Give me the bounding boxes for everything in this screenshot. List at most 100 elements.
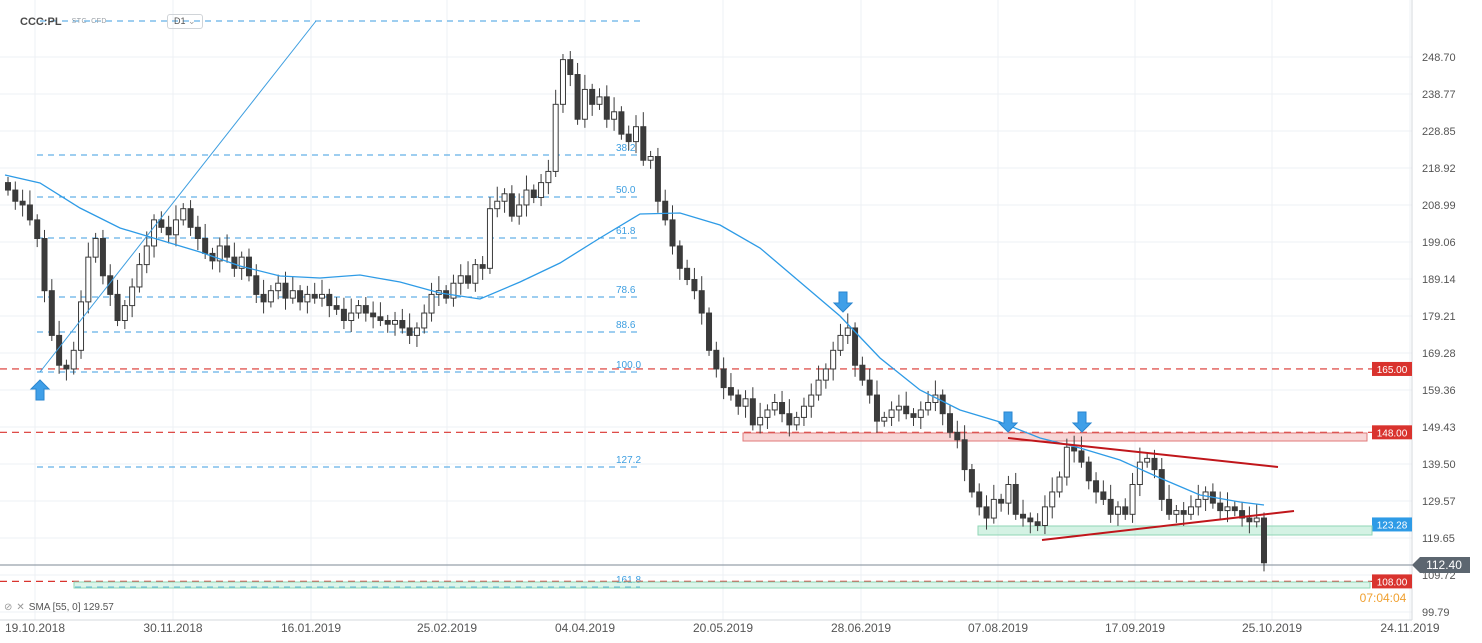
candle-body: [362, 305, 369, 314]
candle-body: [552, 103, 559, 172]
candle-body: [253, 275, 260, 295]
level-price-tag: [1372, 425, 1412, 440]
candle-body: [136, 264, 143, 288]
candle-body: [1239, 510, 1246, 519]
fib-label: 78.6: [616, 285, 636, 296]
candle-body: [1253, 517, 1260, 523]
candle-body: [202, 238, 209, 254]
candle-body: [596, 96, 603, 105]
timeframe-dropdown[interactable]: D1 ⌄: [166, 14, 203, 29]
candle-body: [508, 193, 515, 217]
x-tick-label: 25.10.2019: [1242, 621, 1302, 635]
x-tick-label: 28.06.2019: [831, 621, 891, 635]
candle-body: [187, 208, 194, 228]
candle-body: [698, 290, 705, 314]
candle-body: [990, 498, 997, 519]
fib-label: 88.6: [616, 320, 636, 331]
candle-body: [457, 275, 464, 284]
candle-body: [165, 226, 172, 236]
candle-body: [706, 312, 713, 351]
y-tick-label: 199.06: [1422, 237, 1456, 249]
candle-body: [121, 305, 128, 322]
candle-body: [78, 301, 85, 351]
fib-label: 38.2: [616, 143, 636, 154]
candle-body: [5, 182, 11, 191]
candle-body: [581, 88, 588, 120]
level-price-tag: [1372, 517, 1412, 532]
candle-body: [530, 189, 537, 199]
candle-body: [793, 416, 800, 426]
sma-legend-text: SMA [55, 0] 129.57: [28, 602, 114, 613]
candle-body: [304, 293, 311, 303]
candle-body: [1224, 506, 1231, 512]
candle-body: [633, 126, 639, 143]
x-tick-label: 25.02.2019: [417, 621, 477, 635]
candle-body: [742, 398, 749, 407]
candle-body: [603, 96, 610, 120]
candle-body: [1063, 446, 1070, 478]
candle-body: [1166, 498, 1173, 515]
x-tick-label: 04.04.2019: [555, 621, 615, 635]
candle-body: [1034, 521, 1041, 526]
x-tick-label: 07.08.2019: [968, 621, 1028, 635]
candle-body: [377, 316, 384, 322]
candle-body: [691, 279, 698, 292]
upper-trendline: [1007, 437, 1279, 468]
candle-body: [340, 308, 347, 322]
candle-body: [545, 170, 552, 184]
candle-body: [815, 379, 822, 396]
y-tick-label: 208.99: [1422, 200, 1456, 212]
candle-body: [888, 409, 895, 418]
y-tick-label: 119.65: [1422, 533, 1455, 545]
level-price-label: 108.00: [1377, 577, 1408, 588]
stc-tag: STC: [71, 18, 88, 25]
candle-body: [399, 320, 406, 329]
candle-body: [757, 416, 764, 426]
candle-body: [245, 256, 252, 277]
candle-body: [574, 74, 581, 120]
y-tick-label: 179.21: [1422, 311, 1456, 323]
candle-body: [720, 368, 727, 389]
eye-slash-icon[interactable]: ⊘: [4, 602, 13, 613]
candle-body: [421, 312, 428, 329]
arrow-down-icon: [1071, 411, 1093, 433]
candle-body: [1020, 513, 1027, 519]
candle-body: [1049, 491, 1056, 508]
y-tick-label: 129.57: [1422, 496, 1456, 508]
countdown-label: 07:04:04: [1360, 591, 1407, 605]
candle-body: [611, 111, 618, 120]
candle-body: [1114, 506, 1121, 515]
close-icon[interactable]: ✕: [16, 602, 25, 613]
candle-body: [647, 156, 654, 161]
candle-body: [983, 506, 990, 519]
arrow-down-icon: [997, 411, 1019, 433]
candle-body: [1173, 510, 1180, 515]
candle-body: [1005, 483, 1012, 504]
candle-body: [589, 88, 596, 105]
candle-body: [523, 189, 530, 206]
candle-body: [26, 204, 33, 221]
candle-body: [852, 327, 859, 366]
candle-body: [1217, 502, 1224, 512]
y-tick-label: 99.79: [1422, 607, 1450, 619]
candle-body: [735, 394, 742, 407]
candle-body: [1261, 517, 1267, 564]
candle-body: [238, 256, 245, 269]
level-price-tag: [1372, 574, 1412, 589]
y-tick-label: 218.92: [1422, 163, 1456, 175]
y-tick-label: 169.28: [1422, 348, 1456, 360]
y-tick-label: 139.50: [1422, 459, 1456, 471]
candle-body: [1027, 517, 1034, 523]
candle-body: [1136, 461, 1143, 485]
candle-body: [640, 126, 647, 161]
fib-anchor-line: [39, 20, 317, 373]
chevron-down-icon: ⌄: [187, 16, 196, 26]
candle-body: [172, 219, 179, 236]
candle-body: [618, 111, 625, 135]
candle-body: [917, 409, 924, 418]
candle-body: [479, 264, 486, 269]
candle-body: [1093, 480, 1100, 493]
candle-body: [1012, 483, 1019, 515]
candle-body: [319, 293, 325, 299]
